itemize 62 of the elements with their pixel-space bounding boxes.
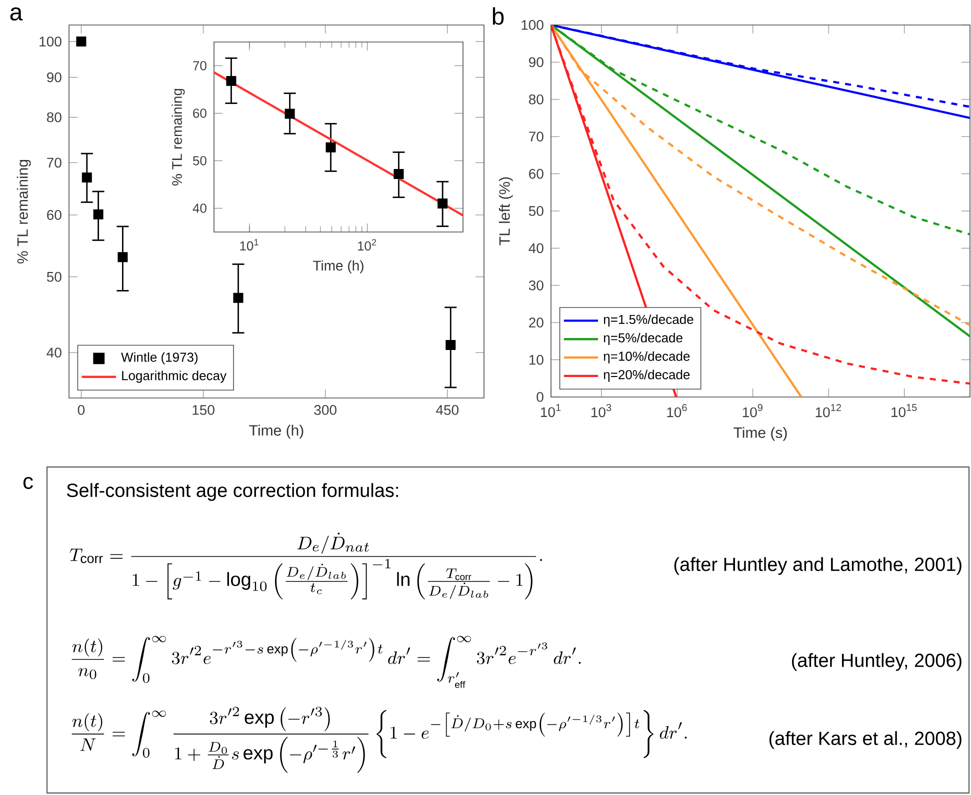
x-axis-title: Time (h)	[249, 424, 304, 439]
legend-label: η=1.5%/decade	[604, 314, 694, 327]
y-tick-label: 50	[193, 156, 206, 166]
y-tick-label: 80	[46, 112, 62, 122]
y-tick-label: 90	[47, 72, 62, 82]
y-axis-title: TL left (%)	[498, 177, 513, 246]
x-tick-label: 10$^{1}$	[240, 239, 258, 250]
x-tick-label: 150	[192, 405, 214, 415]
text: $\frac{n(t)}{n_0}=\int_0^\infty 3r'^2e^{-r'^3-s\exp\left(-\rho'^{-1/3}r'\right)t}\,dr'=\int_{r'_{\mathrm{eff}}}^\infty 3r'^2e^{-r'^3}\,dr'.$	[72, 636, 581, 688]
y-tick-label: 0	[536, 392, 544, 402]
y-axis-title: % TL remaining	[16, 160, 31, 264]
x-tick-label: 0	[78, 405, 85, 415]
text: b	[492, 7, 504, 25]
x-tick-label: 10$^{3}$	[591, 404, 612, 418]
point	[118, 252, 128, 262]
y-axis-title: % TL remaining	[172, 88, 185, 186]
x-tick-label: 450	[436, 405, 459, 415]
y-tick-label: 80	[528, 94, 544, 104]
legend-label: η=10%/decade	[604, 351, 690, 364]
point	[233, 292, 244, 303]
text: c	[23, 476, 33, 490]
point	[93, 209, 104, 220]
y-tick-label: 10	[529, 354, 544, 365]
point	[76, 36, 86, 47]
x-tick-label: 10$^{9}$	[742, 404, 762, 418]
x-tick-label: 10$^{2}$	[358, 239, 376, 251]
text: a	[10, 7, 23, 21]
y-tick-label: 100	[40, 36, 62, 46]
y-tick-label: 20	[529, 318, 544, 328]
legend-label: Wintle (1973)	[121, 352, 198, 364]
text: Self-consistent age correction formulas:	[66, 483, 398, 501]
y-tick-label: 60	[47, 210, 62, 220]
y-tick-label: 90	[529, 57, 544, 68]
text: (after Huntley and Lamothe, 2001)	[674, 557, 962, 575]
x-tick-label: 300	[314, 405, 336, 415]
legend-label: η=5%/decade	[604, 332, 682, 346]
point	[82, 172, 92, 183]
x-tick-label: 10$^{12}$	[816, 404, 841, 418]
text: (after Kars et al., 2008)	[769, 731, 962, 749]
x-tick-label: 10$^{1}$	[541, 404, 561, 418]
text: $T_{\mathrm{corr}}=\frac{D_e/\dot{D}_{nat}}{1-\left[g^{-1}-\log_{10}\left(\frac{D_e/\dot{D}_{lab}}{t_c}\right)\right]^{-1}\ln\left(\frac{T_{\mathrm{corr}}}{D_e/\dot{D}_{lab}}-1\right)}.$	[70, 532, 542, 600]
y-tick-label: 40	[528, 243, 544, 254]
x-tick-label: 10$^{15}$	[892, 404, 917, 418]
y-tick-label: 100	[522, 20, 544, 30]
x-tick-label: 10$^{6}$	[667, 404, 687, 418]
y-tick-label: 60	[193, 108, 206, 118]
x-axis-title: Time (h)	[313, 260, 364, 274]
point	[446, 340, 456, 350]
y-tick-label: 50	[528, 206, 544, 216]
y-tick-label: 70	[47, 158, 62, 168]
y-tick-label: 70	[529, 132, 544, 142]
text: $\frac{n(t)}{N}=\int_0^\infty\frac{3r'^2\exp\left(-r'^3\right)}{1+\frac{D_0}{\dot{D}}s\exp\left(-\rho'^{-\frac{1}{3}}r'\right)}\left\{1-e^{-\left[\dot{D}/D_0+s\exp\left(-\rho'^{-1/3}r'\right)\right]t}\right\}dr'.$	[72, 706, 687, 773]
y-tick-label: 60	[529, 168, 544, 179]
y-tick-label: 50	[46, 272, 62, 282]
y-tick-label: 40	[192, 204, 206, 213]
text: (after Huntley, 2006)	[792, 653, 962, 671]
x-axis-title: Time (s)	[734, 426, 787, 441]
y-tick-label: 40	[46, 348, 62, 358]
text: Logarithmic decay	[122, 370, 226, 383]
legend-label: η=20%/decade	[604, 370, 690, 382]
y-tick-label: 30	[528, 280, 544, 290]
y-tick-label: 70	[193, 61, 206, 70]
